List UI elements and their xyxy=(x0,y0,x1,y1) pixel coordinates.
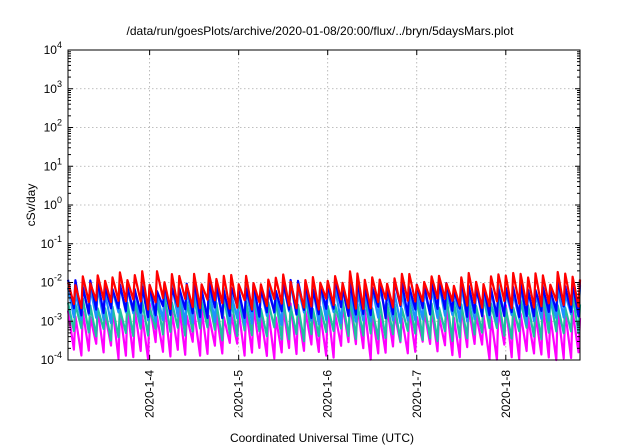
y-tick-label-base: 10 xyxy=(44,121,58,135)
y-tick-label-exponent: 0 xyxy=(57,195,62,205)
y-tick-label: 103 xyxy=(44,79,62,96)
y-tick-label: 104 xyxy=(44,40,62,57)
y-tick-label-exponent: -2 xyxy=(54,273,62,283)
y-tick-label-base: 10 xyxy=(44,159,58,173)
y-axis-label: cSv/day xyxy=(24,184,38,227)
series-layer xyxy=(66,270,582,362)
x-axis-label: Coordinated Universal Time (UTC) xyxy=(230,431,414,445)
y-tick-label-base: 10 xyxy=(41,314,55,328)
chart-title: /data/run/goesPlots/archive/2020-01-08/2… xyxy=(127,24,515,38)
series-line xyxy=(66,281,582,327)
x-axis: 2020-1-4 2020-1-5 2020-1-6 2020-1-7 2020-1-8 xyxy=(143,50,513,418)
y-tick-label-base: 10 xyxy=(41,237,55,251)
y-tick-label-exponent: 1 xyxy=(57,156,62,166)
y-tick-label: 10-3 xyxy=(41,311,62,328)
y-tick-label-exponent: -4 xyxy=(54,350,62,360)
y-tick-label: 10-4 xyxy=(41,350,62,367)
y-tick-label: 101 xyxy=(44,156,62,173)
y-tick-label-base: 10 xyxy=(44,82,58,96)
y-tick-label-base: 10 xyxy=(41,353,55,367)
y-tick-label-exponent: 2 xyxy=(57,118,62,128)
y-tick-label-base: 10 xyxy=(44,198,58,212)
x-tick-label: 2020-1-4 xyxy=(143,370,157,418)
y-tick-label-base: 10 xyxy=(41,276,55,290)
y-tick-label-base: 10 xyxy=(44,43,58,57)
y-tick-label: 102 xyxy=(44,118,62,135)
y-tick-label: 100 xyxy=(44,195,62,212)
x-tick-label: 2020-1-6 xyxy=(321,370,335,418)
series-line xyxy=(66,278,582,320)
x-tick-label: 2020-1-7 xyxy=(410,370,424,418)
x-tick-label: 2020-1-5 xyxy=(232,370,246,418)
x-tick-label: 2020-1-8 xyxy=(499,370,513,418)
y-tick-label-exponent: -3 xyxy=(54,311,62,321)
y-tick-label: 10-2 xyxy=(41,273,62,290)
y-tick-label-exponent: 4 xyxy=(57,40,62,50)
series-line xyxy=(66,293,582,343)
y-tick-label-exponent: 3 xyxy=(57,79,62,89)
y-tick-label-exponent: -1 xyxy=(54,234,62,244)
y-tick-label: 10-1 xyxy=(41,234,62,251)
series-line xyxy=(66,270,582,311)
